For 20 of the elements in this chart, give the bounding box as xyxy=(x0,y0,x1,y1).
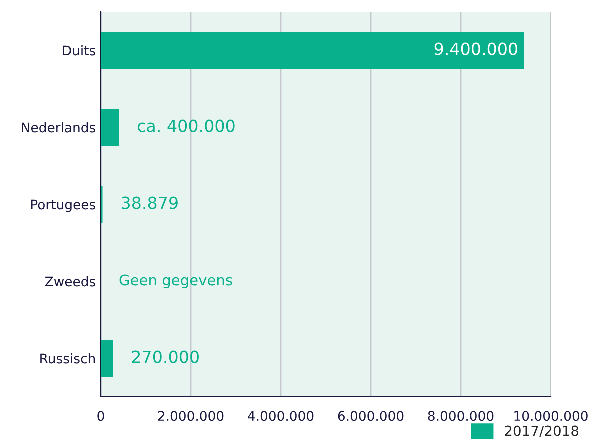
x-tick-label: 8.000.000 xyxy=(428,411,494,422)
data-label: 38.879 xyxy=(122,196,178,210)
x-tick-label: 0 xyxy=(98,411,104,422)
y-tick-label: Russisch xyxy=(40,353,96,364)
y-tick-label: Zweeds xyxy=(45,276,96,287)
x-tick-label: 2.000.000 xyxy=(158,411,224,422)
text: Geen gegevens xyxy=(120,274,232,289)
x-tick-label: 4.000.000 xyxy=(248,411,314,422)
data-label: 9.400.000 xyxy=(434,42,518,56)
y-tick-label: Nederlands xyxy=(22,122,96,133)
bar xyxy=(101,340,114,377)
data-label: ca. 400.000 xyxy=(138,120,235,132)
data-label: 270.000 xyxy=(132,350,199,364)
bar xyxy=(101,109,119,146)
x-tick-label: 6.000.000 xyxy=(338,411,404,422)
x-tick-label: 10.000.000 xyxy=(514,411,588,422)
bar xyxy=(101,32,524,69)
legend-label: 2017/2018 xyxy=(505,426,579,438)
y-tick-label: Portugees xyxy=(31,200,96,212)
y-tick-label: Duits xyxy=(63,45,96,56)
